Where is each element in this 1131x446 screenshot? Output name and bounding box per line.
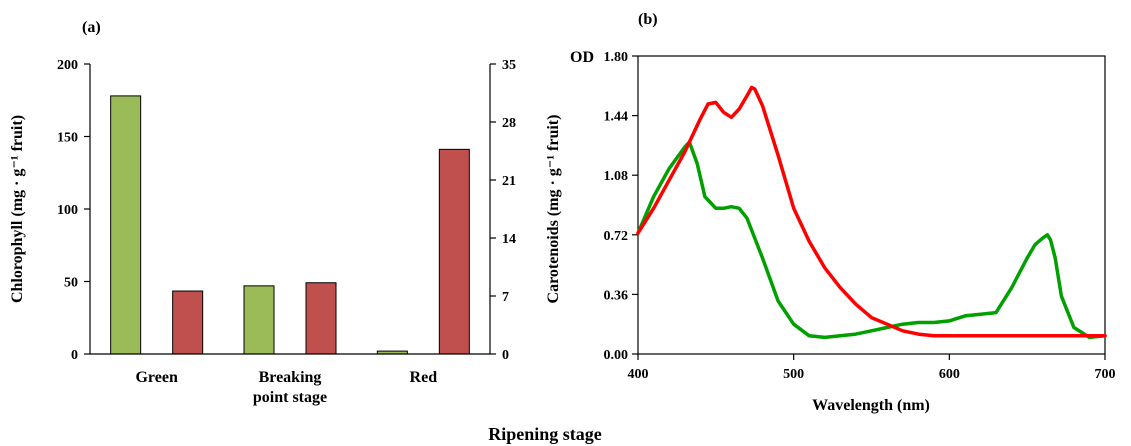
right-tick-label: 21 [502,174,516,189]
green-fruit-spectrum-line [636,140,1107,340]
bar-chlorophyll-0 [110,95,142,355]
panel-a-left-ylabel: Chlorophyll (mg · g⁻¹ fruit) [9,115,26,303]
right-tick-label: 14 [502,232,516,247]
bar-carotenoids-2 [438,148,470,355]
panel-b: (b) OD 400 500 600 700 0.00 0.36 0.72 1.08 1.44 1… [570,11,1116,414]
bar-carotenoids-1 [305,282,337,355]
left-tick-label: 200 [57,58,78,73]
right-tick-label: 35 [502,58,516,73]
panel-a-right-ylabel: Carotenoids (mg · g⁻¹ fruit) [545,115,562,304]
bar-chlorophyll-1 [243,285,275,355]
panel-a-bars [110,95,470,355]
panel-a-categories: Green Breaking point stage Red [135,369,437,406]
category-label: point stage [253,389,327,406]
right-tick-label: 0 [502,348,509,363]
panel-b-ticks: 400 500 600 700 0.00 0.36 0.72 1.08 1.44 1.80 [604,50,1116,382]
bar-carotenoids-0 [172,290,204,355]
shared-xlabel: Ripening stage [488,424,602,444]
x-tick-label: 600 [939,367,960,382]
left-tick-label: 100 [57,203,78,218]
panel-b-xlabel: Wavelength (nm) [812,397,930,414]
panel-a: (a) 0 50 100 150 200 0 7 14 21 28 35 Green Breaking… [9,19,562,406]
category-label: Green [135,369,177,386]
x-tick-label: 700 [1095,367,1116,382]
y-tick-label: 1.08 [604,169,629,184]
right-tick-label: 7 [502,290,509,305]
left-tick-label: 50 [64,276,78,291]
panel-b-label: (b) [638,11,658,28]
y-tick-label: 0.72 [604,229,629,244]
right-tick-label: 28 [502,116,516,131]
category-label: Red [410,369,438,386]
panel-b-lines [636,85,1107,340]
category-label: Breaking [259,369,322,386]
panel-a-ticks: 0 50 100 150 200 0 7 14 21 28 35 [57,58,516,363]
y-tick-label: 1.44 [604,110,629,125]
y-tick-label: 0.36 [604,288,629,303]
left-tick-label: 0 [71,348,78,363]
panel-b-ylabel: OD [570,49,594,66]
y-tick-label: 1.80 [604,50,629,65]
x-tick-label: 400 [628,367,649,382]
x-tick-label: 500 [783,367,804,382]
left-tick-label: 150 [57,131,78,146]
panel-b-plot-frame [637,55,1106,355]
red-fruit-spectrum-line [636,85,1107,338]
y-tick-label: 0.00 [604,348,629,363]
panel-a-label: (a) [82,19,101,36]
